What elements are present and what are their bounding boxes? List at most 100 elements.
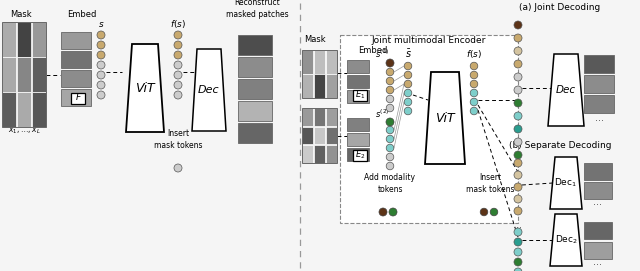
Circle shape — [514, 34, 522, 42]
Text: Reconstruct
masked patches: Reconstruct masked patches — [226, 0, 288, 19]
Circle shape — [174, 61, 182, 69]
Text: $\mathrm{Dec}_1$: $\mathrm{Dec}_1$ — [554, 177, 577, 189]
Bar — [314, 108, 325, 126]
Text: $f(s)$: $f(s)$ — [466, 48, 482, 60]
Polygon shape — [126, 44, 164, 132]
Bar — [347, 75, 369, 88]
Polygon shape — [550, 214, 582, 266]
Circle shape — [514, 151, 522, 159]
Circle shape — [514, 125, 522, 133]
Bar — [314, 145, 325, 163]
Circle shape — [386, 118, 394, 126]
Bar — [584, 182, 612, 199]
Bar — [302, 108, 337, 163]
Bar — [61, 32, 91, 49]
Bar — [353, 150, 367, 160]
Circle shape — [97, 91, 105, 99]
Text: Add modality
tokens: Add modality tokens — [365, 173, 415, 194]
Circle shape — [97, 71, 105, 79]
Circle shape — [514, 86, 522, 94]
Circle shape — [514, 238, 522, 246]
Bar — [584, 222, 612, 239]
Circle shape — [386, 162, 394, 170]
Circle shape — [514, 207, 522, 215]
Bar — [238, 101, 272, 121]
Bar — [17, 92, 31, 127]
Circle shape — [404, 62, 412, 70]
Circle shape — [386, 77, 394, 85]
Circle shape — [514, 159, 522, 167]
Bar — [353, 89, 367, 101]
Bar — [347, 60, 369, 73]
Circle shape — [174, 51, 182, 59]
Circle shape — [514, 171, 522, 179]
Bar — [3, 22, 17, 57]
Circle shape — [470, 98, 478, 106]
Text: Dec: Dec — [198, 85, 220, 95]
Bar — [302, 50, 314, 74]
Circle shape — [386, 68, 394, 76]
Polygon shape — [192, 49, 226, 131]
Circle shape — [490, 208, 498, 216]
Circle shape — [470, 107, 478, 115]
Bar — [61, 70, 91, 87]
Bar — [17, 22, 31, 57]
Bar — [302, 108, 314, 126]
Bar — [326, 74, 337, 98]
Bar — [71, 92, 85, 104]
Circle shape — [470, 71, 478, 79]
Circle shape — [386, 86, 394, 94]
Bar — [238, 79, 272, 99]
Circle shape — [174, 164, 182, 172]
Circle shape — [386, 126, 394, 134]
Circle shape — [386, 144, 394, 152]
Text: $x_1,\ldots,x_L$: $x_1,\ldots,x_L$ — [8, 125, 40, 136]
Text: ...: ... — [593, 197, 602, 207]
Circle shape — [174, 31, 182, 39]
Bar — [347, 148, 369, 161]
Bar — [17, 57, 31, 92]
Circle shape — [470, 89, 478, 97]
Text: ...: ... — [595, 113, 604, 123]
Bar — [347, 133, 369, 146]
Circle shape — [389, 208, 397, 216]
Circle shape — [470, 62, 478, 70]
Circle shape — [404, 107, 412, 115]
Circle shape — [470, 80, 478, 88]
Text: Insert
mask tokens: Insert mask tokens — [154, 129, 202, 150]
Circle shape — [514, 21, 522, 29]
Bar — [302, 145, 314, 163]
Text: ...: ... — [593, 257, 602, 267]
Bar — [584, 242, 612, 259]
Circle shape — [514, 268, 522, 271]
Text: ViT: ViT — [435, 111, 455, 124]
Bar — [326, 127, 337, 144]
Bar — [584, 163, 612, 180]
Bar — [326, 108, 337, 126]
Circle shape — [97, 61, 105, 69]
Circle shape — [174, 91, 182, 99]
Text: Insert
mask tokens: Insert mask tokens — [466, 173, 515, 194]
Text: Mask: Mask — [10, 10, 32, 19]
Bar — [2, 22, 46, 127]
Circle shape — [480, 208, 488, 216]
Bar — [347, 90, 369, 103]
Circle shape — [514, 228, 522, 236]
Bar — [302, 50, 337, 98]
Circle shape — [174, 41, 182, 49]
Text: $s^{(1)}$: $s^{(1)}$ — [374, 48, 389, 60]
Text: $f(s)$: $f(s)$ — [170, 18, 186, 30]
Bar — [302, 127, 314, 144]
Circle shape — [404, 89, 412, 97]
Bar — [584, 95, 614, 113]
Circle shape — [404, 71, 412, 79]
Bar — [584, 55, 614, 73]
Circle shape — [514, 195, 522, 203]
Circle shape — [514, 258, 522, 266]
Circle shape — [514, 248, 522, 256]
Text: ...: ... — [513, 220, 522, 230]
Bar — [314, 50, 325, 74]
Bar — [302, 74, 314, 98]
Bar — [3, 92, 17, 127]
Circle shape — [97, 41, 105, 49]
